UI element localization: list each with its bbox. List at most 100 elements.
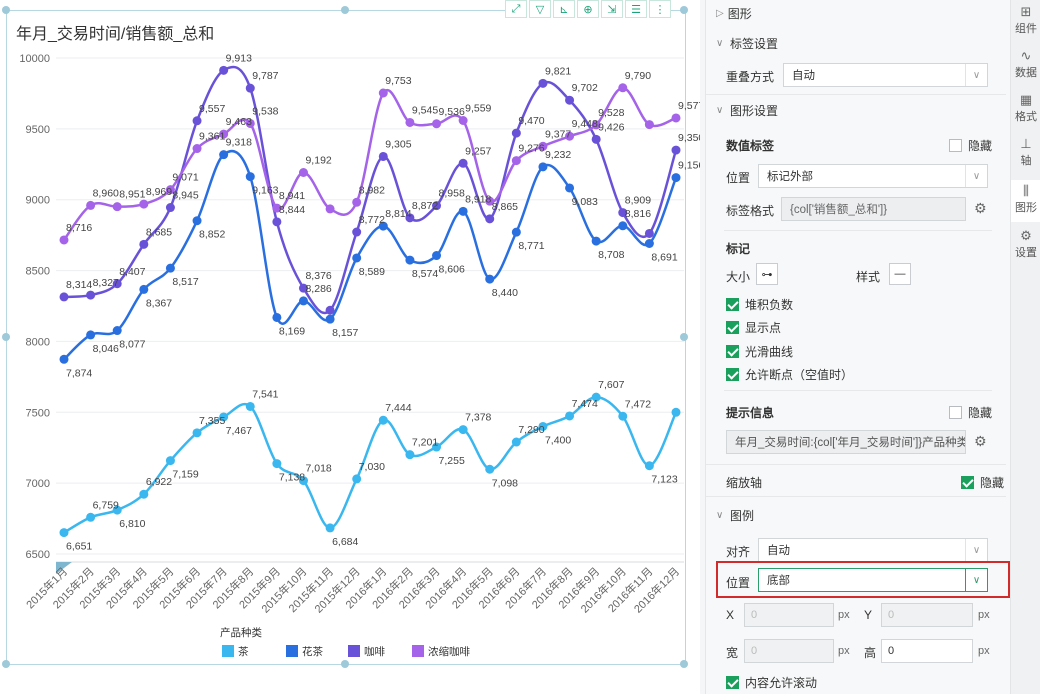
data-point <box>272 203 282 213</box>
filter-icon[interactable]: ▽ <box>529 0 551 18</box>
y-label: Y <box>864 608 873 622</box>
size-slider-icon[interactable]: ⊶ <box>756 263 778 285</box>
data-label: 9,790 <box>625 70 651 82</box>
collapse-icon[interactable]: ▷ <box>716 7 724 19</box>
line-style-icon[interactable]: — <box>889 263 911 285</box>
resize-handle[interactable] <box>680 333 688 341</box>
data-point <box>298 476 308 486</box>
checkbox[interactable] <box>961 476 974 489</box>
resize-handle[interactable] <box>680 6 688 14</box>
checkbox[interactable] <box>949 139 962 152</box>
drill-icon[interactable]: ⊾ <box>553 0 575 18</box>
y-tick-label: 10000 <box>19 53 50 65</box>
y-input[interactable]: 0 <box>881 603 973 627</box>
tab-settings[interactable]: ⚙ 设置 <box>1011 228 1040 266</box>
checkbox[interactable] <box>726 368 739 381</box>
tab-data[interactable]: ∿ 数据 <box>1011 48 1040 86</box>
legend-section-header[interactable]: ∨ 图例 <box>716 508 755 523</box>
gear-icon[interactable]: ⚙ <box>974 200 987 216</box>
data-point <box>458 115 468 125</box>
panel-title: 图形 <box>727 6 752 21</box>
show-points-option[interactable]: 显示点 <box>726 319 781 336</box>
overlap-select[interactable]: 自动 ∨ <box>783 63 988 87</box>
resize-handle[interactable] <box>341 6 349 14</box>
data-point <box>378 221 388 231</box>
data-point <box>565 411 575 421</box>
checkbox[interactable] <box>726 321 739 334</box>
label-section-header[interactable]: ∨ 标签设置 <box>716 36 779 51</box>
data-point <box>59 235 69 245</box>
data-point <box>405 255 415 265</box>
data-label: 8,077 <box>119 339 145 351</box>
checkbox[interactable] <box>726 298 739 311</box>
data-point <box>591 134 601 144</box>
resize-handle[interactable] <box>2 660 10 668</box>
position-select[interactable]: 标记外部 ∨ <box>758 164 988 188</box>
zoom-icon[interactable]: ⊕ <box>577 0 599 18</box>
resize-handle[interactable] <box>341 660 349 668</box>
data-label: 8,606 <box>439 264 465 276</box>
data-label: 9,470 <box>518 115 544 127</box>
stack-negative-option[interactable]: 堆积负数 <box>726 296 793 313</box>
data-label: 8,407 <box>119 266 145 278</box>
align-select[interactable]: 自动 ∨ <box>758 538 988 562</box>
checkbox[interactable] <box>726 676 739 689</box>
data-point <box>298 168 308 178</box>
more-icon[interactable]: ⋮ <box>649 0 671 18</box>
data-point <box>618 83 628 93</box>
data-label: 8,951 <box>119 189 145 201</box>
data-label-hide[interactable]: 隐藏 <box>949 137 992 154</box>
data-point <box>165 203 175 213</box>
checkbox[interactable] <box>949 406 962 419</box>
zoom-axis-hide[interactable]: 隐藏 <box>961 474 1004 491</box>
data-label: 8,691 <box>651 252 677 264</box>
resize-handle[interactable] <box>680 660 688 668</box>
data-point <box>272 459 282 469</box>
allow-break-option[interactable]: 允许断点（空值时） <box>726 366 853 383</box>
x-label: X <box>726 608 735 622</box>
legend-position-select[interactable]: 底部 ∨ <box>758 568 988 592</box>
scroll-option[interactable]: 内容允许滚动 <box>726 674 817 691</box>
data-label: 9,232 <box>545 149 571 161</box>
smooth-option[interactable]: 光滑曲线 <box>726 343 793 360</box>
resize-handle[interactable] <box>2 333 10 341</box>
data-label: 9,163 <box>252 185 278 197</box>
gear-icon[interactable]: ⚙ <box>974 433 987 449</box>
tooltip-input[interactable]: 年月_交易时间:{col['年月_交易时间']}产品种类{... <box>726 430 966 454</box>
graph-section-header[interactable]: ∨ 图形设置 <box>716 103 779 118</box>
legend-entry: 花茶 <box>302 645 323 658</box>
data-label: 7,378 <box>465 412 491 424</box>
resize-handle[interactable] <box>2 6 10 14</box>
data-point <box>219 65 229 75</box>
tooltip-hide[interactable]: 隐藏 <box>949 404 992 421</box>
data-label: 7,472 <box>625 398 651 410</box>
chevron-down-icon: ∨ <box>965 64 987 86</box>
data-point <box>245 401 255 411</box>
data-label: 7,255 <box>439 455 465 467</box>
axis-icon: ⊥ <box>1020 136 1032 151</box>
fit-icon[interactable]: ⤢ <box>505 0 527 18</box>
data-label: 7,201 <box>412 437 438 449</box>
tab-axis[interactable]: ⊥ 轴 <box>1011 136 1040 174</box>
list-icon[interactable]: ☰ <box>625 0 647 18</box>
height-input[interactable]: 0 <box>881 639 973 663</box>
data-label: 8,772 <box>359 214 385 226</box>
width-input[interactable]: 0 <box>744 639 834 663</box>
panel-header[interactable]: ▷ 图形 <box>706 0 752 26</box>
tab-format[interactable]: ▦ 格式 <box>1011 92 1040 130</box>
checkbox[interactable] <box>726 345 739 358</box>
format-input[interactable]: {col['销售额_总和']} <box>781 197 966 221</box>
data-point <box>565 183 575 193</box>
export-icon[interactable]: ⇲ <box>601 0 623 18</box>
component-icon: ⊞ <box>1020 4 1032 19</box>
tab-graph[interactable]: ⫼ 图形 <box>1011 180 1040 222</box>
x-axis: 2015年1月2015年2月2015年3月2015年4月2015年5月2015年… <box>23 561 684 616</box>
chart-panel[interactable]: 年月_交易时间/销售额_总和 ⤢ ▽ ⊾ ⊕ ⇲ ☰ ⋮ 10000 9500 90… <box>0 0 700 694</box>
tab-component[interactable]: ⊞ 组件 <box>1011 4 1040 42</box>
data-point <box>644 120 654 130</box>
data-point <box>485 464 495 474</box>
data-point <box>591 120 601 130</box>
x-input[interactable]: 0 <box>744 603 834 627</box>
data-label: 8,865 <box>492 201 518 213</box>
data-label: 7,541 <box>252 388 278 400</box>
